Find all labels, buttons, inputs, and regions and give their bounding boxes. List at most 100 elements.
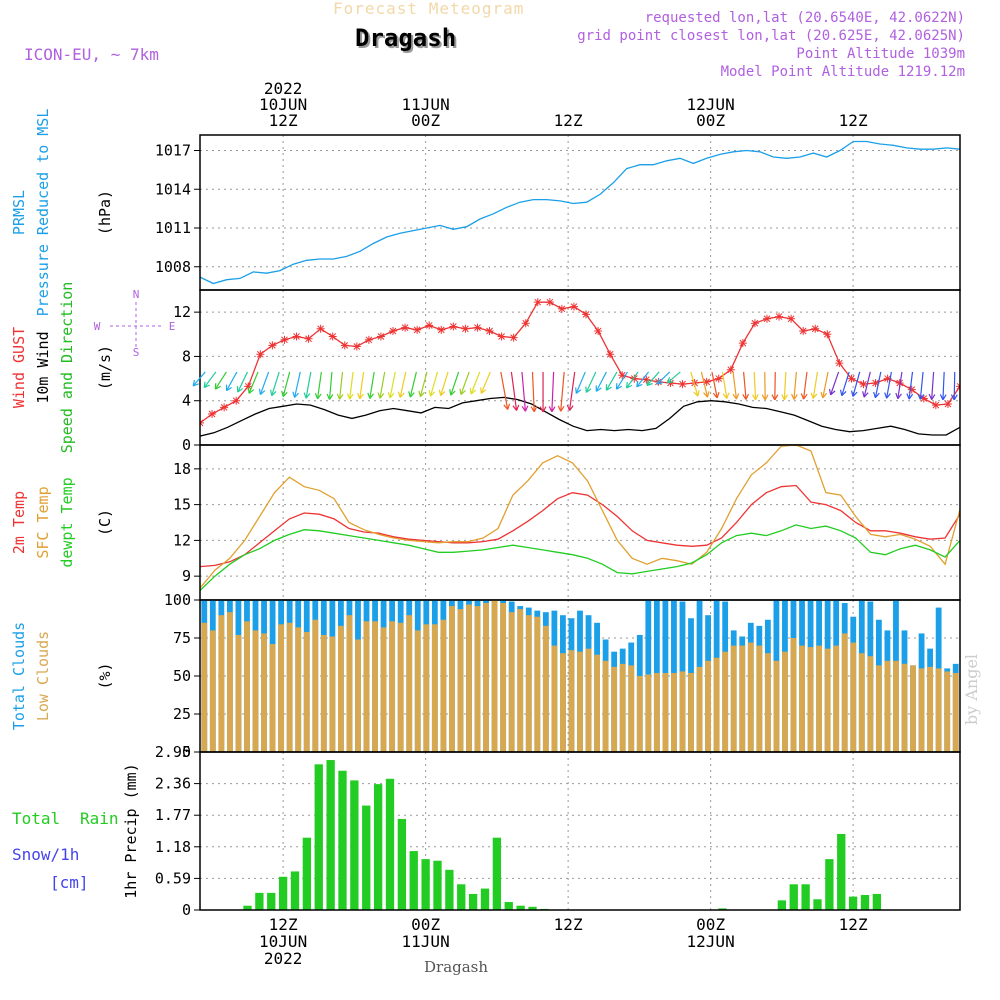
precip-bar xyxy=(837,833,846,910)
gust-marker xyxy=(461,324,470,333)
wind-arrowhead xyxy=(397,391,405,398)
gust-marker xyxy=(328,332,337,341)
gust-marker xyxy=(606,350,615,359)
wind-arrowhead xyxy=(828,388,836,396)
wind-arrow xyxy=(711,371,718,399)
cloud-bar-low xyxy=(816,645,823,752)
top-axis-label: 00Z xyxy=(696,111,725,130)
y-tick-label: 12 xyxy=(173,531,191,549)
wind-arrowhead xyxy=(917,393,925,400)
wind-arrow xyxy=(753,371,757,400)
wind-arrow xyxy=(605,371,618,391)
wind-arrowhead xyxy=(761,394,769,401)
wind-arrowhead xyxy=(605,384,612,391)
wind-arrow xyxy=(470,371,481,395)
gust-marker xyxy=(919,394,928,403)
wind-arrow xyxy=(646,371,660,386)
wind-arrow xyxy=(399,371,407,398)
y-tick-label: 1011 xyxy=(155,219,191,237)
cloud-bar-low xyxy=(577,651,583,752)
gust-marker xyxy=(702,377,711,386)
cloud-bar-low xyxy=(628,665,635,752)
gust-marker xyxy=(364,335,373,344)
wind-arrow xyxy=(783,371,787,400)
cloud-bar-low xyxy=(739,645,746,752)
product-title: Forecast Meteogram xyxy=(333,0,525,18)
wind-arrow xyxy=(510,371,518,411)
top-axis-label: 12Z xyxy=(554,111,583,130)
cloud-bar-low xyxy=(252,630,259,752)
cloud-bar-low xyxy=(619,663,626,752)
wind-arrow xyxy=(460,371,470,395)
precip-bar xyxy=(350,780,359,910)
precip-bar xyxy=(433,860,442,910)
y-tick-label: 4 xyxy=(182,392,191,410)
cloud-bar-low xyxy=(850,642,857,752)
cloud-bar-low xyxy=(491,600,498,752)
cloud-bar-low xyxy=(653,672,660,752)
gust-marker xyxy=(714,374,723,383)
precip-bar xyxy=(421,859,430,910)
precip-bar xyxy=(255,892,264,910)
wind-arrowhead xyxy=(357,393,364,400)
wind-arrow xyxy=(192,371,206,387)
precip-bar xyxy=(373,784,383,910)
precip-bar xyxy=(385,778,395,910)
top-axis-label: 12Z xyxy=(839,111,868,130)
wind-arrow xyxy=(886,371,892,399)
precip-bar xyxy=(848,896,858,910)
precip-unit-label: [cm] xyxy=(50,873,89,892)
bottom-axis-label: 12Z xyxy=(269,915,298,934)
cloud-bar-low xyxy=(807,647,814,752)
wind-arrowhead xyxy=(615,383,623,390)
gust-marker xyxy=(389,326,398,335)
precip-bar xyxy=(825,859,834,910)
y-tick-label: 8 xyxy=(182,347,191,365)
gust-marker xyxy=(775,312,784,321)
cloud-bar-low xyxy=(799,645,805,752)
gust-marker xyxy=(340,341,349,350)
precip-bar xyxy=(243,905,252,910)
wind-arrow xyxy=(203,371,217,388)
wind-arrow xyxy=(897,371,903,399)
panel-y-label: 10m Wind xyxy=(34,331,52,403)
gust-marker xyxy=(726,365,735,374)
compass-south: S xyxy=(133,346,140,359)
gust-marker xyxy=(232,396,241,405)
wind-arrow xyxy=(636,371,650,388)
gust-marker xyxy=(244,382,253,391)
gust-marker xyxy=(268,341,277,350)
cloud-bar-low xyxy=(363,621,370,752)
compass-cross xyxy=(110,302,162,350)
gust-marker xyxy=(533,298,542,307)
cloud-bar-low xyxy=(782,651,788,752)
compass-west: W xyxy=(94,320,101,333)
wind-arrowhead xyxy=(732,393,740,400)
wind-arrowhead xyxy=(539,406,547,413)
cloud-bar-low xyxy=(295,627,302,752)
cloud-bar-low xyxy=(705,660,711,752)
series-group-pressure xyxy=(200,140,960,285)
wind-arrowhead xyxy=(438,389,446,397)
gust-marker xyxy=(943,400,952,409)
location-title: Dragash xyxy=(355,24,457,52)
precip-bar xyxy=(457,884,466,910)
gust-marker xyxy=(823,330,832,339)
series-group-precip xyxy=(243,760,882,910)
gust-marker xyxy=(208,410,217,418)
wind-arrowhead xyxy=(712,392,720,399)
wind-arrowhead xyxy=(225,384,232,392)
wind-arrow xyxy=(419,371,428,397)
wind-arrow xyxy=(359,371,365,399)
wind-arrowhead xyxy=(884,392,891,399)
wind-arrowhead xyxy=(722,392,730,399)
wind-arrowhead xyxy=(449,389,456,396)
wind-arrow xyxy=(595,371,607,392)
precip-bar xyxy=(718,908,727,910)
cloud-bar-low xyxy=(483,603,489,752)
cloud-bar-low xyxy=(730,645,737,752)
cloud-bar-low xyxy=(209,630,216,752)
cloud-bar-low xyxy=(474,606,481,752)
cloud-bar-low xyxy=(457,609,464,752)
